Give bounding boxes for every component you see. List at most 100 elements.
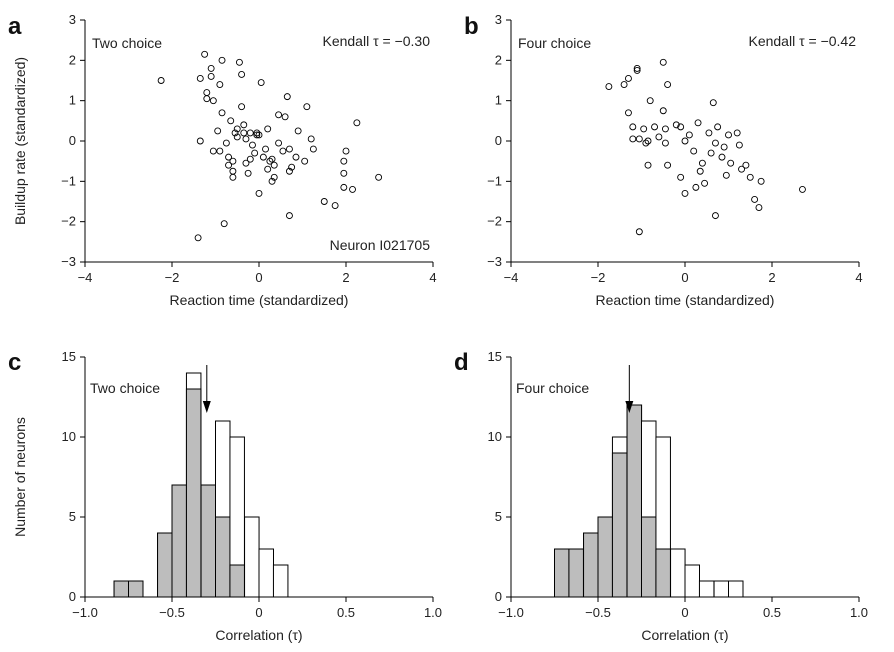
panel-label: Two choice	[92, 35, 162, 51]
scatter-point	[694, 119, 702, 127]
x-tick-label: 0	[255, 605, 262, 620]
scatter-point	[712, 212, 719, 220]
scatter-point	[651, 123, 658, 131]
scatter-point	[235, 58, 243, 66]
x-tick-label: 4	[429, 270, 436, 285]
scatter-point	[214, 127, 222, 135]
median-arrow-icon	[625, 401, 634, 413]
panel-label: Four choice	[516, 380, 589, 396]
scatter-point	[259, 153, 267, 161]
panel-letter-a: a	[8, 13, 22, 40]
x-tick-label: 0.5	[763, 605, 781, 620]
scatter-point	[340, 183, 348, 191]
y-tick-label: 1	[69, 93, 76, 108]
histogram-bar-significant	[611, 452, 628, 598]
histogram-bar-total	[272, 564, 289, 598]
scatter-point	[605, 83, 613, 91]
neuron-id-label: Neuron I021705	[330, 237, 431, 253]
scatter-point	[733, 129, 741, 137]
scatter-point	[270, 161, 278, 169]
x-tick-label: 4	[855, 270, 862, 285]
scatter-point	[286, 167, 293, 175]
histogram-bar-significant	[554, 548, 570, 598]
scatter-point	[218, 109, 226, 117]
scatter-point	[303, 103, 311, 111]
scatter-point	[244, 169, 252, 177]
scatter-point	[207, 73, 215, 80]
y-tick-label: 2	[495, 52, 502, 67]
histogram-bar-total	[713, 580, 730, 598]
scatter-point	[644, 137, 652, 145]
scatter-point	[342, 147, 350, 155]
scatter-point	[646, 97, 654, 105]
scatter-point	[264, 165, 272, 173]
scatter-point	[257, 79, 265, 86]
scatter-point	[349, 185, 356, 193]
scatter-point	[751, 196, 759, 203]
scatter-point	[799, 185, 806, 193]
scatter-point	[242, 135, 250, 143]
y-axis-label: Number of neurons	[12, 417, 28, 537]
scatter-point	[246, 155, 254, 163]
scatter-point	[725, 131, 732, 139]
scatter-point	[251, 149, 259, 157]
y-tick-label: −1	[487, 173, 502, 188]
histogram-bar-significant	[171, 484, 187, 598]
scatter-point	[194, 234, 202, 242]
scatter-point	[286, 145, 293, 153]
x-tick-label: 1.0	[850, 605, 868, 620]
panel-d: d −1.0 −0.5 0 0.5 1.0 0 5 10 15 Correlation (τ) Fo…	[454, 349, 868, 643]
histogram-bar-significant	[157, 532, 173, 598]
histogram-bar-significant	[113, 580, 130, 598]
scatter-point	[755, 204, 763, 212]
x-tick-label: 2	[768, 270, 775, 285]
scatter-point	[629, 123, 637, 131]
scatter-point	[301, 157, 309, 165]
scatter-point	[255, 131, 263, 139]
scatter-point	[757, 177, 765, 185]
scatter-point	[255, 189, 263, 197]
scatter-point	[218, 56, 226, 64]
scatter-point	[233, 133, 241, 141]
scatter-point	[659, 58, 667, 66]
scatter-point	[196, 75, 204, 82]
scatter-point	[227, 117, 235, 125]
scatter-point	[209, 97, 217, 105]
scatter-point	[661, 125, 669, 133]
scatter-point	[655, 133, 663, 141]
y-tick-label: 10	[62, 429, 76, 444]
scatter-point	[225, 161, 233, 169]
scatter-point	[633, 66, 641, 74]
scatter-point	[216, 147, 224, 155]
x-tick-label: 1.0	[424, 605, 442, 620]
scatter-point	[633, 64, 641, 72]
scatter-point	[238, 70, 246, 78]
histogram-bar-significant	[185, 388, 202, 598]
scatter-point	[231, 129, 239, 137]
panel-letter-c: c	[8, 349, 21, 376]
scatter-point	[722, 171, 730, 179]
scatter-point	[642, 139, 650, 147]
histogram-bar-significant	[597, 516, 613, 598]
scatter-point	[220, 220, 228, 228]
panel-b: b −4 −2 0 2 4 −3 −2 −1 0 1 2 3 Reaction time (standa…	[464, 12, 863, 308]
scatter-point	[718, 153, 726, 161]
histogram-bar-total	[698, 580, 715, 598]
scatter-point	[229, 173, 237, 181]
histogram-bar-total	[244, 516, 260, 598]
y-tick-label: −2	[487, 214, 502, 229]
scatter-point	[635, 135, 643, 143]
scatter-point	[242, 159, 250, 167]
scatter-point	[253, 131, 261, 139]
scatter-point	[625, 75, 632, 82]
scatter-point	[692, 183, 700, 191]
scatter-point	[664, 81, 672, 88]
histogram-bar-total	[684, 564, 700, 598]
scatter-point	[720, 143, 728, 151]
scatter-point	[375, 173, 383, 181]
x-tick-label: 0	[681, 270, 688, 285]
scatter-point	[157, 77, 165, 84]
x-tick-label: 0	[255, 270, 262, 285]
scatter-point	[705, 129, 713, 137]
